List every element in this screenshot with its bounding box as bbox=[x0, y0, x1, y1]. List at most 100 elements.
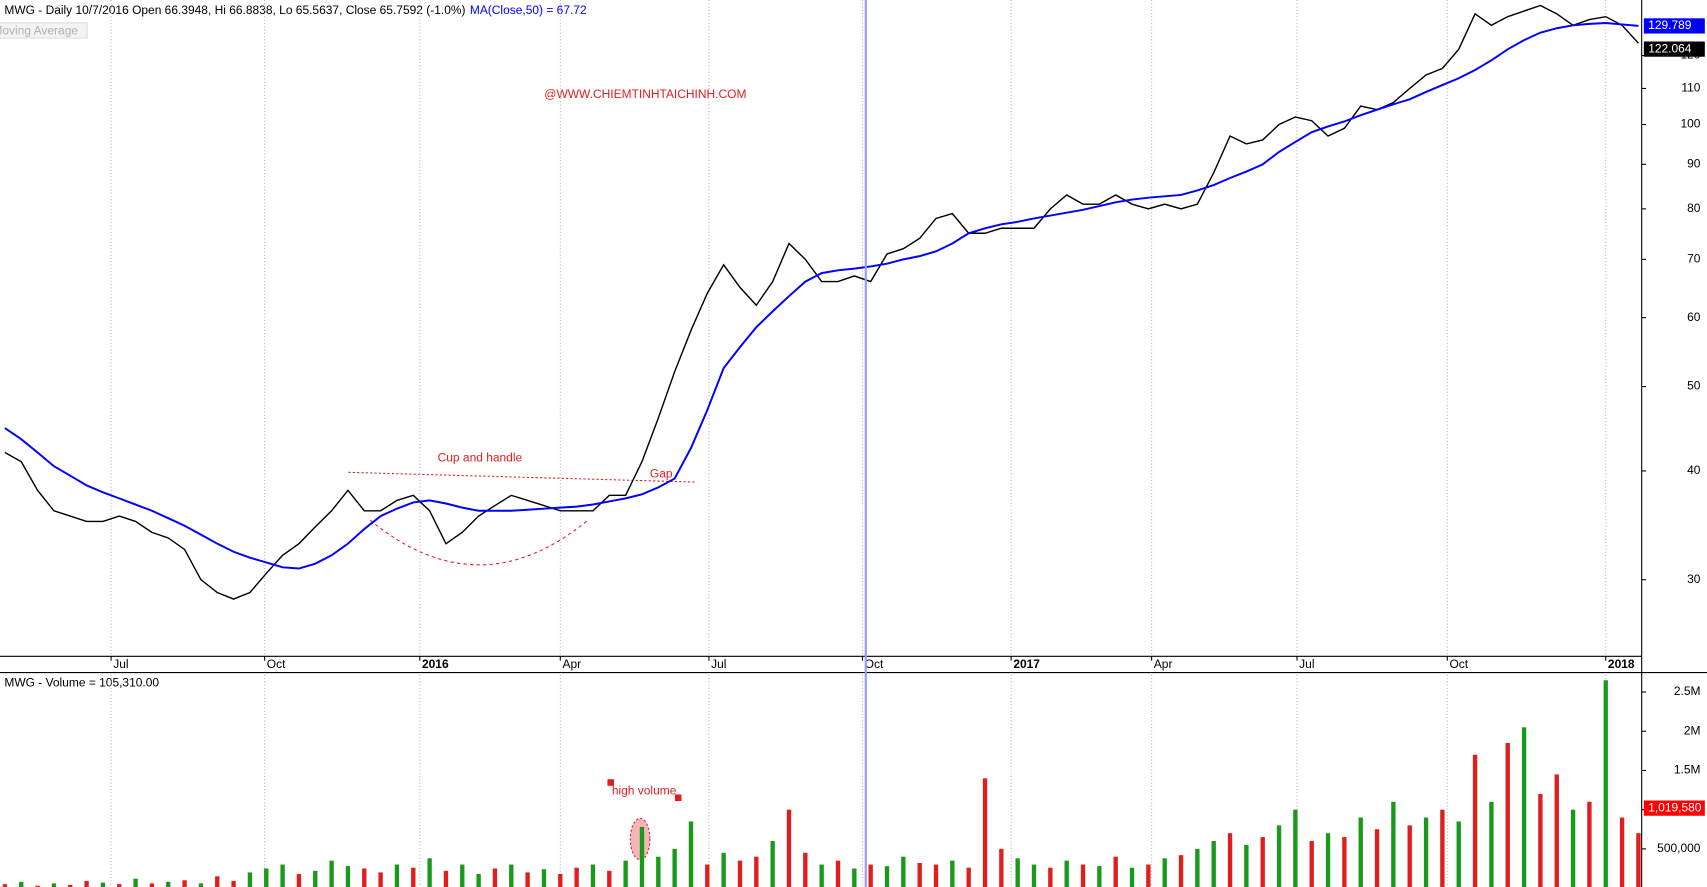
ma-line bbox=[4, 22, 1639, 570]
volume-bar bbox=[1358, 817, 1363, 887]
volume-bar bbox=[84, 881, 89, 887]
volume-bar bbox=[1603, 680, 1608, 887]
end-label: 1,019,580 bbox=[1648, 800, 1702, 814]
x-tick-label: 2017 bbox=[1013, 657, 1040, 671]
volume-bar bbox=[901, 856, 906, 887]
volume-bar bbox=[394, 864, 400, 887]
volume-bar bbox=[117, 884, 122, 887]
volume-bar bbox=[1456, 821, 1461, 887]
end-label-box bbox=[1643, 18, 1705, 34]
volume-bar bbox=[688, 821, 694, 887]
volume-bar bbox=[1391, 801, 1396, 887]
y-tick-label: 80 bbox=[1687, 201, 1701, 215]
volume-bar bbox=[345, 866, 351, 887]
chart-title: MWG - Daily 10/7/2016 Open 66.3948, Hi 6… bbox=[4, 3, 587, 17]
end-label-box bbox=[1643, 800, 1705, 816]
volume-title: MWG - Volume = 105,310.00 bbox=[4, 676, 159, 690]
end-label: 129.789 bbox=[1648, 18, 1692, 32]
y-tick-label: 110 bbox=[1681, 81, 1700, 95]
volume-bar bbox=[411, 867, 416, 887]
volume-bar bbox=[68, 884, 73, 887]
volume-bar bbox=[329, 860, 334, 887]
volume-bar bbox=[1244, 844, 1249, 887]
volume-bar bbox=[868, 864, 873, 887]
volume-bar bbox=[378, 872, 383, 887]
price-line bbox=[4, 4, 1639, 600]
volume-bar bbox=[1521, 727, 1527, 887]
volume-bar bbox=[705, 864, 710, 887]
end-label: 122.064 bbox=[1648, 41, 1692, 55]
volume-bar bbox=[492, 868, 498, 887]
volume-bar bbox=[982, 778, 988, 887]
x-tick-label: Jul bbox=[1299, 657, 1314, 671]
volume-bar bbox=[1162, 858, 1167, 887]
volume-bar bbox=[149, 883, 155, 887]
volume-bar bbox=[1325, 833, 1331, 887]
volume-bar bbox=[1489, 801, 1494, 887]
pattern-label: Cup and handle bbox=[438, 450, 523, 464]
y-tick-label: 1.5M bbox=[1674, 763, 1701, 777]
volume-bar bbox=[1227, 833, 1233, 887]
end-label-box bbox=[1643, 41, 1705, 57]
volume-bar bbox=[835, 860, 841, 887]
y-tick-label: 40 bbox=[1687, 463, 1701, 477]
volume-bar bbox=[754, 856, 759, 887]
volume-bar bbox=[656, 856, 661, 887]
volume-bar bbox=[1587, 801, 1592, 887]
volume-bar bbox=[803, 852, 808, 887]
handle-line bbox=[348, 471, 697, 483]
volume-bar bbox=[1113, 856, 1118, 887]
volume-bar bbox=[1293, 809, 1298, 887]
y-tick-label: 70 bbox=[1687, 252, 1701, 266]
y-tick-label: 50 bbox=[1687, 379, 1701, 393]
y-tick-label: 2M bbox=[1684, 723, 1701, 737]
ma-legend: MA(Close,50) = 67.72 bbox=[470, 3, 587, 17]
volume-bar bbox=[362, 868, 367, 887]
volume-bar bbox=[1211, 841, 1216, 887]
volume-bar bbox=[590, 864, 596, 887]
volume-bar bbox=[1015, 858, 1020, 887]
volume-bar bbox=[1619, 817, 1625, 887]
volume-bar bbox=[1554, 774, 1559, 887]
volume-bar bbox=[819, 864, 824, 887]
volume-bar bbox=[721, 852, 726, 887]
volume-bar bbox=[280, 864, 285, 887]
volume-bar bbox=[1636, 833, 1641, 887]
volume-bar bbox=[672, 848, 677, 887]
volume-bar bbox=[1064, 860, 1069, 887]
volume-bar bbox=[1538, 793, 1543, 887]
y-tick-label: 500,000 bbox=[1657, 841, 1701, 855]
y-tick-label: 60 bbox=[1687, 310, 1701, 324]
volume-bar bbox=[1570, 809, 1576, 887]
x-tick-label: Apr bbox=[1154, 657, 1173, 671]
volume-bar bbox=[966, 867, 971, 887]
y-tick-label: 90 bbox=[1687, 156, 1701, 170]
volume-bar bbox=[1505, 743, 1510, 887]
volume-bar bbox=[1195, 848, 1200, 887]
volume-bar bbox=[247, 872, 253, 887]
volume-bar bbox=[1440, 809, 1445, 887]
volume-bar bbox=[100, 882, 106, 887]
gap-label: Gap bbox=[650, 467, 673, 481]
x-tick-label: Jul bbox=[113, 657, 128, 671]
title-text: MWG - Daily 10/7/2016 Open 66.3948, Hi 6… bbox=[4, 3, 465, 17]
volume-bar bbox=[296, 873, 302, 887]
volume-bar bbox=[525, 872, 530, 887]
y-tick-label: 100 bbox=[1680, 117, 1700, 131]
volume-bar bbox=[786, 809, 792, 887]
volume-bar bbox=[999, 848, 1004, 887]
y-tick-label: 30 bbox=[1687, 572, 1701, 586]
volume-bar bbox=[35, 885, 40, 887]
volume-annotation: high volume bbox=[612, 783, 677, 797]
volume-bar bbox=[541, 869, 547, 887]
x-tick-label: Oct bbox=[267, 657, 286, 671]
volume-bar bbox=[852, 868, 857, 887]
volume-bar bbox=[639, 826, 645, 887]
volume-bar bbox=[1342, 837, 1347, 887]
volume-bar bbox=[231, 881, 236, 887]
volume-bar bbox=[1374, 829, 1380, 887]
volume-bar bbox=[19, 881, 24, 887]
volume-bar bbox=[770, 841, 775, 887]
volume-bar bbox=[1260, 837, 1265, 887]
